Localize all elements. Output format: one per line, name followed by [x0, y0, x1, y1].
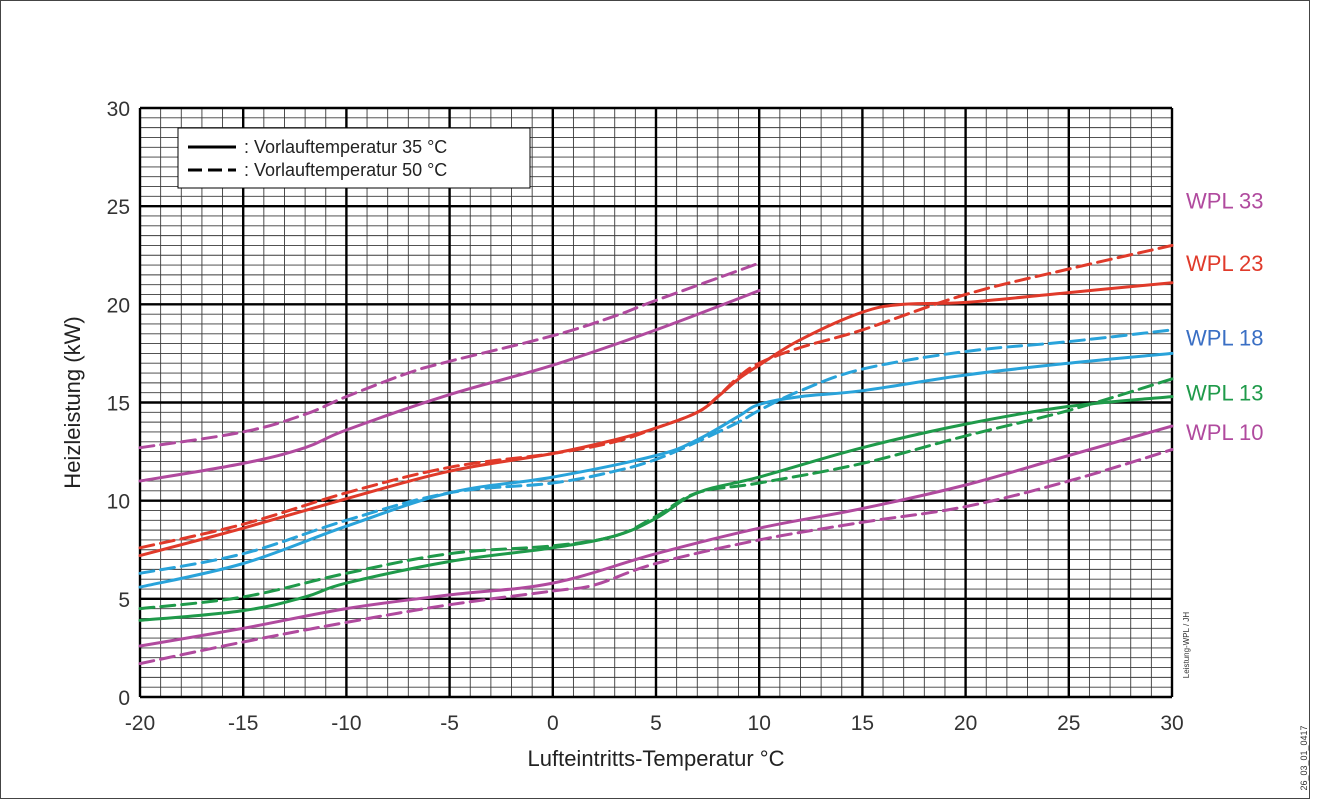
y-axis-label: Heizleistung (kW) — [60, 316, 85, 488]
x-tick-label: -20 — [125, 712, 155, 735]
x-axis-label: Lufteintritts-Temperatur °C — [528, 746, 785, 771]
x-tick-label: -5 — [440, 712, 459, 735]
x-tick-label: 25 — [1057, 712, 1080, 735]
x-tick-label: -15 — [228, 712, 258, 735]
series-line-8 — [138, 424, 1174, 648]
y-tick-label: 20 — [107, 294, 130, 317]
series-label: WPL 23 — [1186, 251, 1263, 276]
legend-box — [177, 127, 531, 189]
x-tick-label: 20 — [954, 712, 977, 735]
series-line-1 — [138, 261, 761, 450]
y-tick-label: 15 — [107, 393, 130, 416]
series-line-3 — [138, 243, 1174, 550]
major-grid — [138, 106, 1174, 699]
series-line-9 — [138, 448, 1174, 666]
tick-labels: -20 -15 -10 -5 0 5 10 15 20 25 30 0 5 10 15 20 25 30 — [107, 98, 1184, 735]
x-tick-label: 30 — [1160, 712, 1183, 735]
series-label: WPL 10 — [1186, 420, 1263, 445]
series-label: WPL 13 — [1186, 381, 1263, 406]
image-code: 26_03_01_0417 — [1299, 725, 1309, 790]
series-label: WPL 18 — [1186, 326, 1263, 351]
legend: : Vorlauftemperatur 35 °C : Vorlauftemper… — [177, 127, 531, 189]
series-line-5 — [138, 328, 1174, 575]
y-tick-label: 0 — [118, 687, 130, 710]
series-line-4 — [138, 351, 1174, 589]
y-tick-label: 10 — [107, 491, 130, 514]
y-tick-label: 5 — [118, 589, 130, 612]
series-label: WPL 33 — [1186, 188, 1263, 213]
legend-entry-text: : Vorlauftemperatur 50 °C — [244, 160, 447, 180]
x-tick-label: -10 — [331, 712, 361, 735]
x-tick-label: 10 — [748, 712, 771, 735]
x-tick-label: 5 — [650, 712, 662, 735]
series-line-0 — [138, 289, 761, 483]
legend-entry-text: : Vorlauftemperatur 35 °C — [244, 137, 447, 157]
x-tick-label: 15 — [851, 712, 874, 735]
series-line-7 — [138, 377, 1174, 611]
series-lines — [138, 243, 1174, 666]
y-tick-label: 30 — [107, 98, 130, 121]
y-tick-label: 25 — [107, 196, 130, 219]
x-tick-label: 0 — [547, 712, 559, 735]
series-labels: WPL 33 WPL 23 WPL 18 WPL 13 WPL 10 — [1186, 188, 1263, 445]
chart-id-note: Leistung-WPL / JH — [1182, 612, 1191, 679]
